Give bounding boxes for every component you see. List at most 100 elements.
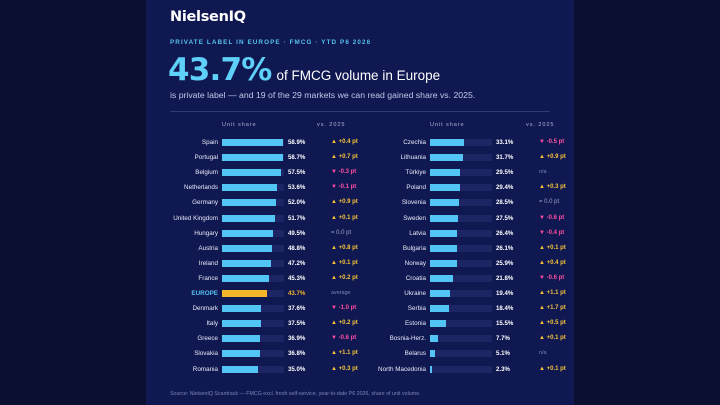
market-name: Türkiye: [405, 169, 426, 177]
share-bar-track: [430, 154, 492, 162]
share-bar-track: [430, 290, 492, 297]
market-name: United Kingdom: [173, 214, 218, 222]
share-bar-track: [430, 199, 492, 207]
share-value-label: 37.6%: [288, 305, 306, 313]
market-row: France 45.3% ▲ +0.2 pt: [198, 272, 422, 286]
share-value-label: 52.0%: [288, 199, 306, 207]
market-row: Hungary 49.5% = 0.0 pt: [194, 227, 422, 241]
share-change-label: ▲ +0.3 pt: [539, 184, 566, 191]
share-change-label: ▼ -0.6 pt: [539, 274, 565, 281]
share-bar: [430, 365, 433, 373]
market-name: Belarus: [404, 350, 426, 358]
market-name: Croatia: [405, 274, 426, 282]
share-bar-track: [222, 365, 284, 373]
left-change-header: vs. 2025: [317, 122, 346, 128]
market-name: Netherlands: [184, 184, 218, 192]
share-bar-track: [430, 244, 492, 252]
share-change-label: n/a: [539, 350, 547, 357]
share-value-label: 57.5%: [288, 169, 306, 177]
share-change-label: ▲ +1.7 pt: [539, 305, 566, 312]
share-bar: [430, 169, 461, 177]
share-bar-track: [430, 274, 492, 282]
market-name: Spain: [201, 139, 218, 146]
market-row: Poland 29.4% ▲ +0.3 pt: [406, 181, 630, 195]
share-value-label: 28.5%: [496, 199, 514, 207]
share-change-label: ▲ +0.8 pt: [331, 244, 358, 251]
market-name: Slovakia: [194, 350, 218, 358]
share-bar: [430, 214, 459, 222]
share-bar-track: [222, 139, 284, 146]
share-value-label: 45.3%: [288, 274, 306, 282]
share-change-label: ▲ +1.1 pt: [539, 290, 566, 296]
market-name: Austria: [198, 244, 218, 252]
share-change-label: ▼ -0.6 pt: [539, 214, 565, 221]
share-bar-track: [222, 169, 284, 177]
share-bar: [430, 335, 438, 343]
share-bar: [430, 350, 436, 358]
market-row: Romania 35.0% ▲ +0.3 pt: [193, 363, 422, 377]
share-value-label: 43.7%: [288, 290, 306, 297]
market-name: Portugal: [194, 154, 218, 162]
share-change-label: ▲ +0.1 pt: [331, 214, 358, 221]
market-name: EUROPE: [191, 290, 218, 297]
right-change-header: vs. 2025: [526, 122, 555, 128]
market-row: Portugal 58.7% ▲ +0.7 pt: [195, 151, 422, 165]
share-bar-track: [222, 244, 284, 252]
market-name: Hungary: [194, 229, 218, 237]
share-change-label: = 0.0 pt: [331, 229, 352, 236]
share-bar-track: [430, 259, 492, 267]
share-value-label: 53.6%: [288, 184, 306, 192]
market-name: Italy: [206, 320, 218, 328]
share-value-label: 26.1%: [496, 244, 514, 252]
market-row: Netherlands 53.6% ▼ -0.1 pt: [184, 181, 422, 195]
market-name: Greece: [197, 335, 218, 343]
share-bar-track: [430, 184, 492, 192]
share-bar-track: [222, 320, 284, 328]
share-change-label: ▲ +0.9 pt: [331, 199, 358, 206]
share-bar-track: [430, 305, 492, 313]
share-bar: [222, 244, 273, 252]
share-change-label: ▲ +0.4 pt: [331, 139, 358, 145]
market-name: Ireland: [198, 259, 218, 267]
share-value-label: 25.9%: [496, 259, 514, 267]
share-value-label: 33.1%: [496, 139, 514, 146]
headline-big-number: 43.7%: [168, 52, 272, 88]
share-change-label: ▼ -0.6 pt: [331, 335, 357, 342]
market-row: Türkiye 29.5% n/a: [405, 166, 630, 180]
share-value-label: 2.3%: [496, 365, 510, 373]
market-row: Norway 25.9% ▲ +0.4 pt: [405, 257, 630, 271]
market-row: Slovakia 36.8% ▲ +1.1 pt: [194, 347, 422, 361]
share-change-label: average: [331, 290, 351, 296]
share-value-label: 29.4%: [496, 184, 514, 192]
share-bar-track: [222, 199, 284, 207]
share-bar-track: [430, 229, 492, 237]
share-bar-track: [430, 335, 492, 343]
share-change-label: = 0.0 pt: [539, 199, 560, 206]
share-bar-track: [430, 139, 492, 146]
market-name: Bulgaria: [402, 244, 426, 252]
share-bar: [430, 229, 458, 237]
share-change-label: ▲ +0.4 pt: [539, 259, 566, 266]
share-bar-track: [222, 184, 284, 192]
share-bar-track: [222, 229, 284, 237]
market-row: Slovenia 28.5% = 0.0 pt: [402, 196, 630, 210]
market-name: France: [198, 274, 218, 282]
share-bar-track: [222, 290, 284, 297]
share-bar: [222, 229, 274, 237]
share-value-label: 49.5%: [288, 229, 306, 237]
market-name: Estonia: [404, 320, 426, 328]
market-name: Romania: [192, 365, 218, 373]
share-bar-track: [222, 274, 284, 282]
share-value-label: 48.8%: [288, 244, 306, 252]
share-value-label: 26.4%: [496, 229, 514, 237]
share-value-label: 19.4%: [496, 290, 514, 297]
divider: [170, 111, 550, 112]
share-value-label: 15.5%: [496, 320, 514, 328]
market-name: Latvia: [409, 229, 426, 237]
share-bar: [430, 305, 449, 313]
share-bar: [222, 154, 283, 162]
market-name: Lithuania: [400, 154, 426, 162]
share-bar: [222, 259, 271, 267]
share-change-label: n/a: [539, 169, 547, 176]
share-bar-track: [222, 350, 284, 358]
